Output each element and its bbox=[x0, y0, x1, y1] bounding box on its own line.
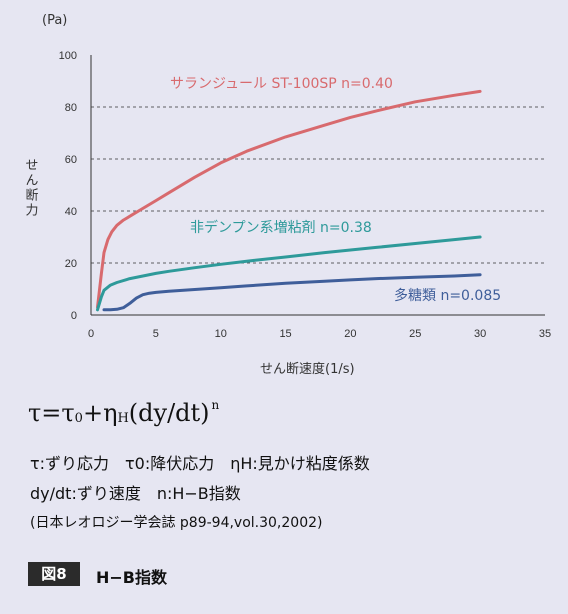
gridlines bbox=[91, 106, 545, 264]
y-tick-label-80: 80 bbox=[65, 102, 77, 114]
definition-line-1: τ:ずり応力 τ0:降伏応力 ηH:見かけ粘度係数 bbox=[30, 454, 370, 473]
series-label-polysaccharide: 多糖類 n=0.085 bbox=[394, 287, 501, 304]
x-tick-label-25: 25 bbox=[409, 328, 421, 340]
y-tick-labels: 0 20 40 60 80 100 bbox=[59, 50, 77, 322]
axes bbox=[90, 55, 545, 316]
source-citation: (日本レオロジー学会誌 p89-94,vol.30,2002) bbox=[30, 515, 323, 531]
figure-title: H−B指数 bbox=[96, 568, 167, 587]
x-tick-label-15: 15 bbox=[279, 328, 291, 340]
y-tick-label-100: 100 bbox=[59, 50, 77, 62]
x-tick-labels: 0 5 10 15 20 25 30 35 bbox=[88, 328, 551, 340]
y-tick-label-0: 0 bbox=[71, 310, 77, 322]
hb-chart: (Pa) せん断力 0 20 40 60 80 100 0 5 10 15 20 25 30 35 サラ… bbox=[23, 13, 552, 377]
x-tick-label-35: 35 bbox=[539, 328, 551, 340]
x-tick-label-20: 20 bbox=[344, 328, 356, 340]
series-lines bbox=[96, 89, 482, 312]
x-axis-title: せん断速度(1/s) bbox=[260, 361, 355, 377]
y-unit-label: (Pa) bbox=[42, 13, 67, 28]
y-tick-label-20: 20 bbox=[65, 258, 77, 270]
series-line-2 bbox=[102, 273, 482, 312]
y-tick-label-40: 40 bbox=[65, 206, 77, 218]
formula-rate: (dy/dt) bbox=[128, 399, 210, 427]
y-axis-title: せん断力 bbox=[23, 158, 39, 218]
formula-plus: + bbox=[82, 399, 104, 427]
formula-eta: η bbox=[103, 399, 118, 427]
formula-equals: = bbox=[41, 399, 62, 427]
formula-eta-sub: H bbox=[117, 411, 129, 426]
y-tick-label-60: 60 bbox=[65, 154, 77, 166]
formula-tau: τ bbox=[28, 399, 42, 427]
x-tick-label-0: 0 bbox=[88, 328, 94, 340]
series-label-non-starch: 非デンプン系増粘剤 n=0.38 bbox=[190, 219, 372, 236]
x-tick-label-30: 30 bbox=[474, 328, 486, 340]
formula-tau0: τ bbox=[61, 399, 75, 427]
formula-exponent: n bbox=[211, 398, 220, 412]
series-line-1 bbox=[96, 235, 482, 312]
series-label-saranjule: サランジュール ST-100SP n=0.40 bbox=[170, 76, 393, 92]
definition-line-2: dy/dt:ずり速度 n:H−B指数 bbox=[30, 484, 241, 503]
x-tick-label-10: 10 bbox=[215, 328, 227, 340]
hb-formula: τ=τ0+ηH(dy/dt) n bbox=[28, 398, 219, 427]
formula-tau0-sub: 0 bbox=[74, 411, 83, 426]
series-line-0 bbox=[96, 89, 482, 309]
x-tick-label-5: 5 bbox=[153, 328, 159, 340]
figure-number-badge: 図8 bbox=[28, 562, 80, 586]
